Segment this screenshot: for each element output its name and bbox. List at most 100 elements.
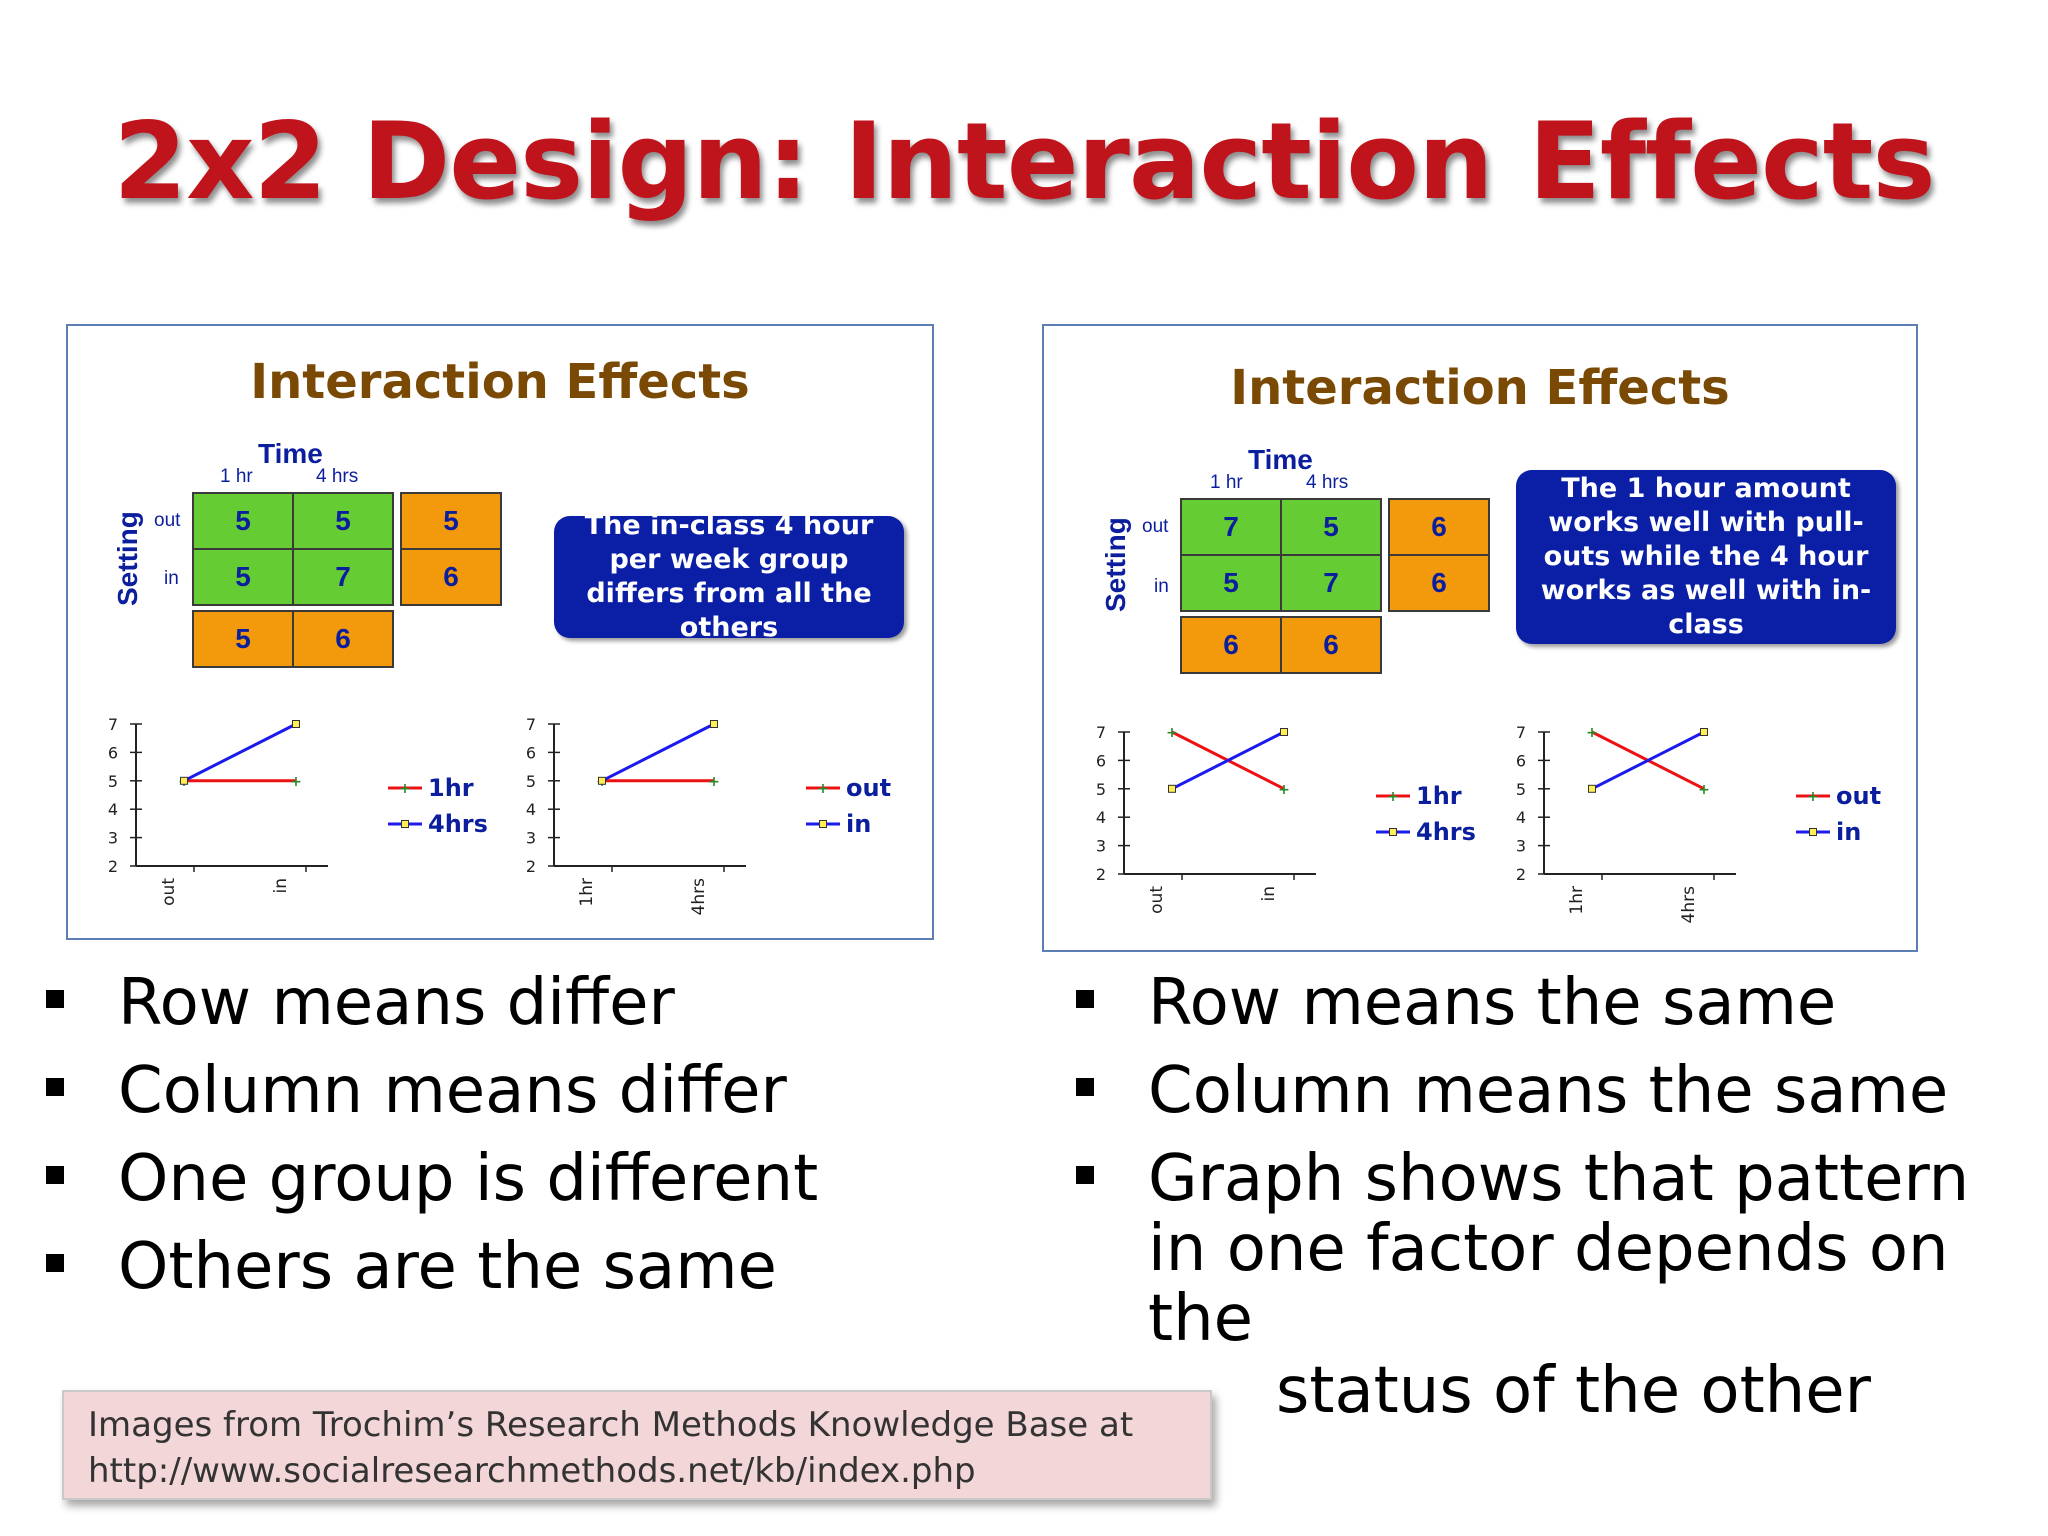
citation-line-1: Images from Trochim’s Research Methods K… bbox=[88, 1402, 1186, 1448]
data-point bbox=[1281, 729, 1288, 736]
left-bullet-text: Column means differ bbox=[118, 1056, 787, 1126]
series-line-in bbox=[602, 724, 714, 781]
left-col-header-1hr: 1 hr bbox=[220, 466, 253, 488]
data-point bbox=[293, 721, 300, 728]
left-col-mean-1hr: 5 bbox=[192, 610, 294, 668]
y-tick-label: 4 bbox=[1516, 808, 1526, 827]
right-bullet-text: Row means the same bbox=[1148, 968, 1836, 1038]
right-bullet-item: Row means the same bbox=[1076, 968, 1976, 1056]
left-cell-in-4hrs: 7 bbox=[292, 548, 394, 606]
left-figure-panel: Interaction Effects Time 1 hr 4 hrs Sett… bbox=[66, 324, 934, 940]
x-tick-label: 1hr bbox=[577, 878, 597, 907]
left-bullet-item: One group is different bbox=[46, 1144, 946, 1232]
bullet-marker bbox=[46, 1254, 64, 1272]
y-tick-label: 6 bbox=[1096, 751, 1106, 770]
bullet-marker bbox=[1076, 990, 1094, 1008]
data-point: + bbox=[708, 774, 720, 790]
slide-title: 2x2 Design: Interaction Effects bbox=[0, 100, 2048, 223]
bullet-marker bbox=[1076, 1078, 1094, 1096]
y-tick-label: 4 bbox=[108, 800, 118, 819]
legend-marker: + bbox=[1807, 789, 1819, 805]
y-tick-label: 7 bbox=[108, 715, 118, 734]
left-bullet-item: Row means differ bbox=[46, 968, 946, 1056]
citation-url[interactable]: http://www.socialresearchmethods.net/kb/… bbox=[88, 1448, 1186, 1494]
right-col-header-4hrs: 4 hrs bbox=[1306, 472, 1348, 494]
legend-marker: + bbox=[817, 781, 829, 797]
right-bullet-item: Column means the same bbox=[1076, 1056, 1976, 1144]
left-panel-title: Interaction Effects bbox=[68, 354, 932, 410]
left-note-box: The in-class 4 hour per week group diffe… bbox=[554, 516, 904, 638]
right-row-label-in: in bbox=[1154, 576, 1169, 598]
y-tick-label: 7 bbox=[1096, 723, 1106, 742]
bullet-marker bbox=[1076, 1166, 1094, 1184]
left-bullet-text: Others are the same bbox=[118, 1232, 777, 1302]
y-tick-label: 5 bbox=[526, 772, 536, 791]
left-bullet-text: One group is different bbox=[118, 1144, 818, 1214]
left-time-label: Time bbox=[258, 438, 323, 470]
legend-label: 4hrs bbox=[1416, 818, 1476, 846]
y-tick-label: 7 bbox=[1516, 723, 1526, 742]
data-point: + bbox=[1698, 782, 1710, 798]
right-cell-in-4hrs: 7 bbox=[1280, 554, 1382, 612]
left-setting-label: Setting bbox=[112, 511, 144, 606]
data-point bbox=[1701, 729, 1708, 736]
x-tick-label: 4hrs bbox=[1679, 886, 1699, 924]
data-point: + bbox=[1278, 782, 1290, 798]
legend-marker bbox=[1810, 829, 1817, 836]
x-tick-label: in bbox=[271, 878, 291, 894]
left-col-mean-4hrs: 6 bbox=[292, 610, 394, 668]
right-figure-panel: Interaction Effects Time 1 hr 4 hrs Sett… bbox=[1042, 324, 1918, 952]
left-row-label-in: in bbox=[164, 568, 179, 590]
right-bullet-item: Graph shows that pattern in one factor d… bbox=[1076, 1144, 1976, 1374]
right-row-mean-in: 6 bbox=[1388, 554, 1490, 612]
left-bullet-text: Row means differ bbox=[118, 968, 675, 1038]
legend-label: out bbox=[846, 774, 891, 802]
bullet-marker bbox=[46, 1166, 64, 1184]
x-tick-label: out bbox=[159, 878, 179, 906]
left-row-label-out: out bbox=[154, 510, 180, 532]
bullet-marker bbox=[46, 1078, 64, 1096]
data-point bbox=[181, 777, 188, 784]
y-tick-label: 3 bbox=[1516, 837, 1526, 856]
right-col-header-1hr: 1 hr bbox=[1210, 472, 1243, 494]
left-bullet-item: Others are the same bbox=[46, 1232, 946, 1320]
legend-marker bbox=[820, 821, 827, 828]
bullet-marker bbox=[46, 990, 64, 1008]
legend-label: 1hr bbox=[1416, 782, 1462, 810]
right-setting-label: Setting bbox=[1100, 517, 1132, 612]
legend-marker bbox=[402, 821, 409, 828]
legend-label: 1hr bbox=[428, 774, 474, 802]
y-tick-label: 2 bbox=[526, 857, 536, 876]
y-tick-label: 4 bbox=[526, 800, 536, 819]
y-tick-label: 6 bbox=[526, 743, 536, 762]
right-panel-title: Interaction Effects bbox=[1044, 360, 1916, 416]
y-tick-label: 4 bbox=[1096, 808, 1106, 827]
right-col-mean-1hr: 6 bbox=[1180, 616, 1282, 674]
data-point: + bbox=[1166, 725, 1178, 741]
legend-marker: + bbox=[399, 781, 411, 797]
data-point: + bbox=[290, 774, 302, 790]
legend-label: in bbox=[846, 810, 871, 838]
right-note-box: The 1 hour amount works well with pull-o… bbox=[1516, 470, 1896, 644]
right-bullet-text: Graph shows that pattern in one factor d… bbox=[1148, 1144, 1988, 1354]
right-time-label: Time bbox=[1248, 444, 1313, 476]
y-tick-label: 2 bbox=[1096, 865, 1106, 884]
legend-label: 4hrs bbox=[428, 810, 488, 838]
source-citation-box: Images from Trochim’s Research Methods K… bbox=[62, 1390, 1212, 1500]
left-cell-out-4hrs: 5 bbox=[292, 492, 394, 550]
data-point bbox=[599, 777, 606, 784]
y-tick-label: 2 bbox=[1516, 865, 1526, 884]
data-point bbox=[1589, 785, 1596, 792]
legend-label: out bbox=[1836, 782, 1881, 810]
left-cell-in-1hr: 5 bbox=[192, 548, 294, 606]
x-tick-label: 4hrs bbox=[689, 878, 709, 916]
right-chart-by-setting: 2 3 4 5 6 7 out in + + +1hr 4hrs bbox=[1084, 724, 1464, 936]
x-tick-label: in bbox=[1259, 886, 1279, 902]
data-point bbox=[711, 721, 718, 728]
x-tick-label: 1hr bbox=[1567, 886, 1587, 915]
y-tick-label: 7 bbox=[526, 715, 536, 734]
right-bullet-list: Row means the same Column means the same… bbox=[1076, 968, 1976, 1374]
y-tick-label: 2 bbox=[108, 857, 118, 876]
